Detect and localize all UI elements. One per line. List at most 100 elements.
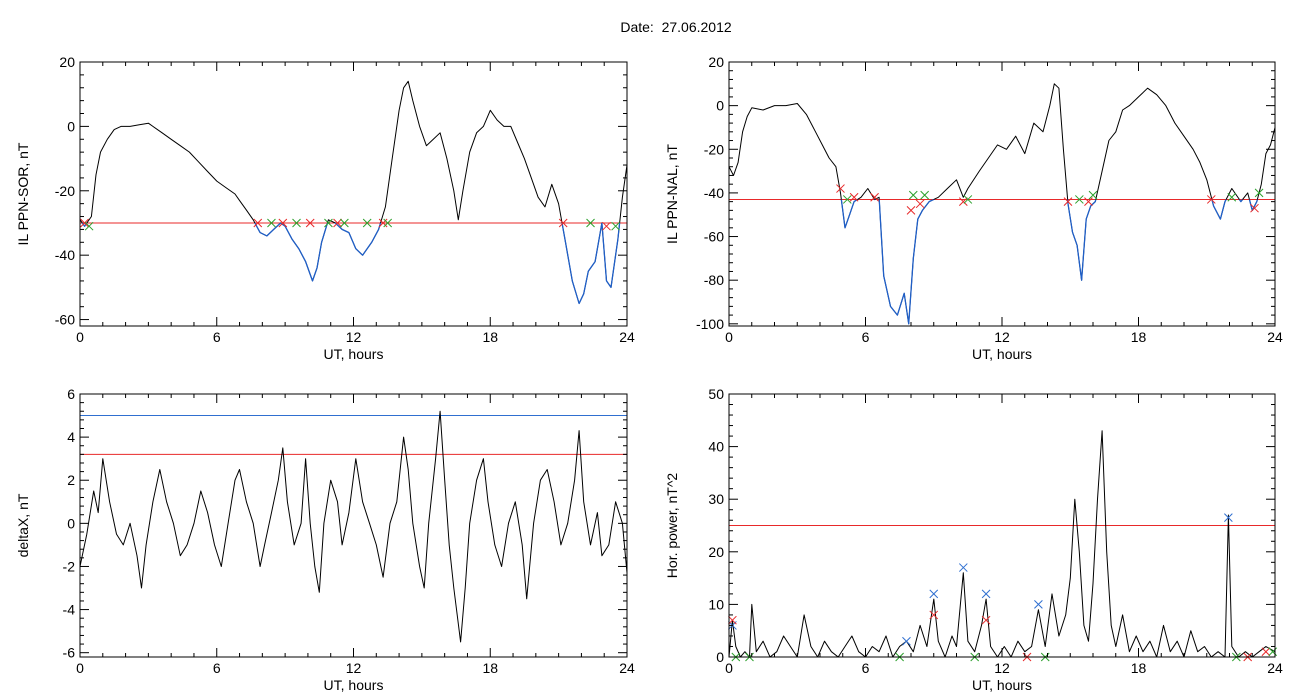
x-tick-label: 24: [1267, 660, 1283, 676]
event-marker: [378, 218, 388, 228]
panel-hor-power: 0 6 12 18 24 0 10 20 30 40 50 UT, hours Hor. power, …: [664, 386, 1283, 693]
y-tick-label: -100: [696, 316, 724, 332]
data-trace: [729, 430, 1275, 657]
event-marker: [278, 218, 288, 228]
x-axis-label: UT, hours: [972, 677, 1032, 693]
event-marker: [333, 218, 342, 228]
event-marker: [1224, 513, 1233, 522]
y-tick-label: -6: [63, 645, 76, 661]
y-tick-label: 0: [716, 98, 724, 114]
event-marker: [340, 218, 349, 228]
event-marker: [1063, 197, 1073, 206]
y-axis-label: deltaX, nT: [15, 493, 31, 557]
event-marker: [602, 221, 611, 231]
event-marker: [305, 218, 315, 228]
y-tick-label: 6: [67, 386, 75, 402]
y-tick-label: 0: [67, 118, 75, 134]
event-marker: [253, 218, 263, 228]
data-trace-below-threshold: [840, 199, 1259, 325]
data-trace: [80, 80, 627, 304]
x-tick-label: 12: [346, 660, 362, 676]
event-marker: [1268, 647, 1278, 657]
event-marker: [728, 615, 737, 625]
event-marker: [324, 218, 333, 228]
x-tick-label: 0: [76, 660, 84, 676]
event-marker: [1254, 188, 1264, 198]
event-marker: [383, 218, 393, 228]
data-trace: [80, 410, 627, 643]
event-marker: [836, 184, 845, 193]
x-tick-label: 12: [994, 329, 1010, 345]
y-tick-label: -60: [55, 312, 75, 328]
x-tick-label: 18: [482, 660, 498, 676]
y-tick-label: 4: [67, 429, 75, 445]
y-tick-label: 30: [708, 491, 724, 507]
x-tick-label: 24: [1267, 329, 1283, 345]
event-marker: [915, 199, 925, 209]
x-axis-label: UT, hours: [324, 346, 384, 362]
event-marker: [1261, 647, 1271, 657]
y-tick-label: -20: [704, 141, 724, 157]
event-marker: [558, 218, 568, 228]
event-marker: [963, 195, 973, 204]
event-marker: [902, 636, 911, 646]
x-tick-label: 0: [725, 329, 733, 345]
data-trace: [729, 83, 1275, 325]
event-marker: [1227, 192, 1237, 202]
x-tick-label: 18: [1131, 660, 1147, 676]
event-marker: [920, 190, 930, 200]
event-marker: [1034, 600, 1043, 609]
y-axis-label: IL PPN-NAL, nT: [664, 144, 680, 244]
x-axis-label: UT, hours: [324, 677, 384, 693]
event-marker: [84, 221, 94, 231]
panel-il-ppn-sor: 0 6 12 18 24 -60 -40 -20 0 20 UT, hours IL PPN-SOR,…: [15, 54, 635, 362]
x-tick-label: 24: [619, 660, 635, 676]
event-marker: [908, 190, 918, 200]
x-tick-label: 6: [213, 660, 221, 676]
y-tick-label: -80: [704, 272, 724, 288]
y-tick-label: 20: [708, 54, 724, 70]
event-marker: [981, 589, 991, 599]
event-marker: [906, 206, 916, 215]
y-tick-label: 20: [708, 544, 724, 560]
y-tick-label: -40: [55, 247, 75, 263]
event-marker: [362, 218, 372, 228]
x-tick-label: 18: [1131, 329, 1147, 345]
y-tick-label: 50: [708, 386, 724, 402]
event-marker: [981, 615, 991, 625]
x-tick-label: 6: [862, 660, 870, 676]
y-axis-label: Hor. power, nT^2: [664, 473, 680, 579]
x-tick-label: 6: [213, 329, 221, 345]
x-tick-label: 12: [994, 660, 1010, 676]
x-tick-label: 24: [619, 329, 635, 345]
event-marker: [849, 192, 859, 202]
y-axis-label: IL PPN-SOR, nT: [15, 142, 31, 245]
y-tick-label: -40: [704, 185, 724, 201]
y-tick-label: 0: [716, 649, 724, 665]
axes-frame: [79, 61, 628, 327]
panel-il-ppn-nal: 0 6 12 18 24 -100 -80 -60 -40 -20 0 20 UT, hours IL P…: [664, 54, 1283, 362]
event-marker: [1206, 195, 1216, 204]
event-marker: [929, 610, 939, 620]
event-marker: [1250, 203, 1259, 213]
event-marker: [267, 218, 276, 228]
y-tick-label: 20: [59, 54, 75, 70]
event-marker: [611, 221, 620, 231]
event-marker: [586, 218, 595, 228]
y-tick-label: -60: [704, 229, 724, 245]
y-tick-label: 0: [67, 515, 75, 531]
axes-frame: [728, 61, 1276, 327]
x-axis-label: UT, hours: [972, 346, 1032, 362]
event-marker: [842, 195, 852, 204]
event-marker: [958, 563, 968, 572]
event-marker: [958, 197, 968, 206]
event-marker: [1088, 190, 1098, 200]
y-tick-label: -20: [55, 183, 75, 199]
x-tick-label: 18: [482, 329, 498, 345]
data-trace-below-threshold: [81, 222, 621, 305]
figure-title: Date: 27.06.2012: [620, 19, 732, 35]
x-tick-label: 0: [725, 660, 733, 676]
event-marker: [1084, 197, 1093, 206]
